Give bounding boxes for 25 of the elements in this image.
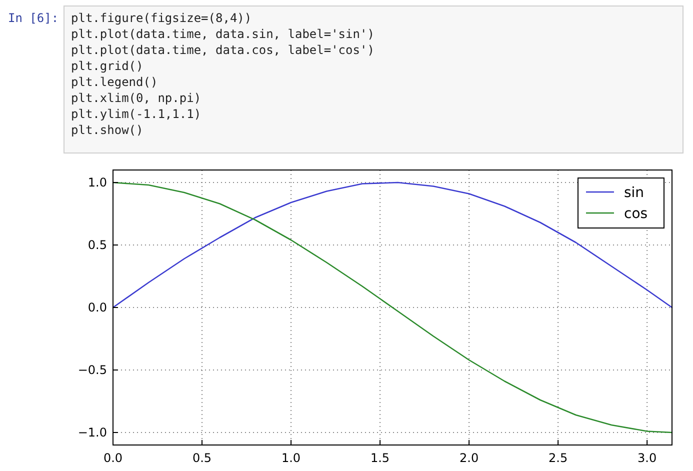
y-tick-label: 0.0 (88, 300, 107, 314)
legend-label: cos (624, 206, 648, 222)
y-tick-label: −1.0 (78, 426, 107, 440)
text: plt.grid() (71, 59, 144, 73)
text: plt.plot(data.time, data.cos, label='cos') (71, 43, 374, 57)
y-tick-label: 0.5 (88, 238, 107, 252)
text: plt.figure(figsize=(8,4)) (71, 11, 252, 25)
y-tick-label: −0.5 (78, 363, 107, 377)
text: plt.xlim(0, np.pi) (71, 91, 202, 105)
x-tick-label: 2.5 (548, 451, 568, 465)
text: In [6]: (8, 11, 59, 25)
x-tick-label: 3.0 (638, 451, 657, 465)
line-series (112, 182, 673, 308)
x-tick-label: 2.0 (460, 451, 479, 465)
line-series (112, 182, 673, 434)
text: plt.legend() (71, 75, 158, 89)
text: plt.ylim(-1.1,1.1) (71, 107, 202, 121)
text: plt.plot(data.time, data.sin, label='sin') (71, 27, 374, 41)
x-tick-label: 1.0 (281, 451, 301, 465)
text: plt.show() (71, 123, 144, 137)
x-tick-label: 0.5 (192, 451, 212, 465)
x-tick-label: 1.5 (370, 451, 390, 465)
x-tick-label: 0.0 (103, 451, 123, 465)
y-tick-label: 1.0 (88, 176, 107, 190)
legend-label: sin (624, 185, 644, 201)
